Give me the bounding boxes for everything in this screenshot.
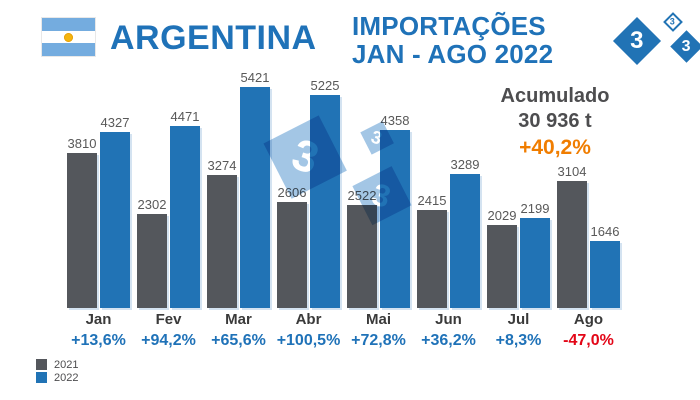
pct-change-Fev: +94,2% (141, 332, 196, 349)
bar-value-2022-Fev: 4471 (170, 109, 200, 124)
bar-2021-Mai (347, 205, 377, 308)
bar-value-2022-Mar: 5421 (240, 70, 270, 85)
bar-value-2021-Jul: 2029 (487, 208, 517, 223)
legend-item-2021: 2021 (36, 358, 78, 371)
bar-2022-Jun (450, 174, 480, 308)
report-title: IMPORTAÇÕES JAN - AGO 2022 (352, 12, 553, 68)
month-label-Ago: Ago (573, 311, 604, 328)
bar-2021-Ago (557, 181, 587, 308)
legend-label-2021: 2021 (54, 358, 79, 371)
bar-value-2021-Fev: 2302 (137, 197, 167, 212)
report-title-line2: JAN - AGO 2022 (352, 39, 554, 69)
pct-change-Ago: -47,0% (563, 332, 614, 349)
flag-stripe-bottom (42, 43, 95, 56)
accumulated-change: +40,2% (519, 136, 591, 159)
month-label-Mai: Mai (365, 311, 391, 328)
legend-swatch-2022 (36, 372, 47, 383)
accumulated-label: Acumulado (500, 85, 610, 107)
bar-value-2022-Jan: 4327 (100, 115, 130, 130)
bar-value-2022-Jun: 3289 (450, 157, 480, 172)
bar-value-2022-Jul: 2199 (520, 201, 550, 216)
pct-change-Jan: +13,6% (71, 332, 126, 349)
pct-change-Abr: +100,5% (276, 332, 341, 349)
bar-2022-Mai (380, 130, 410, 308)
flag-sun-icon (64, 32, 73, 42)
bar-2021-Jun (417, 210, 447, 308)
bar-2021-Mar (207, 175, 237, 308)
bar-value-2021-Jun: 2415 (417, 193, 447, 208)
bar-value-2021-Jan: 3810 (67, 136, 97, 151)
country-title: ARGENTINA (110, 19, 317, 57)
bar-value-2022-Abr: 5225 (310, 78, 340, 93)
bar-value-2021-Ago: 3104 (557, 164, 587, 179)
pct-change-Jul: +8,3% (495, 332, 542, 349)
bar-value-2022-Mai: 4358 (380, 113, 410, 128)
bar-value-2021-Mar: 3274 (207, 158, 237, 173)
legend-item-2022: 2022 (36, 371, 78, 384)
month-label-Jan: Jan (85, 311, 112, 328)
accumulated-total: 30 936 t (518, 110, 592, 132)
bar-2022-Fev (170, 126, 200, 308)
bar-2022-Jan (100, 132, 130, 308)
pct-change-Mai: +72,8% (351, 332, 406, 349)
month-label-Mar: Mar (225, 311, 252, 328)
bar-value-2022-Ago: 1646 (590, 224, 620, 239)
bar-2021-Abr (277, 202, 307, 308)
pct-change-Mar: +65,6% (211, 332, 266, 349)
month-label-Fev: Fev (155, 311, 182, 328)
accumulated-summary: Acumulado 30 936 t +40,2% (460, 84, 650, 161)
legend-label-2022: 2022 (54, 371, 79, 384)
bar-2022-Jul (520, 218, 550, 308)
legend-swatch-2021 (36, 359, 47, 370)
pct-change-Jun: +36,2% (421, 332, 476, 349)
chart-legend: 2021 2022 (36, 358, 78, 384)
bar-2022-Ago (590, 241, 620, 308)
bar-2021-Jan (67, 153, 97, 308)
month-label-Jul: Jul (507, 311, 530, 328)
flag-stripe-top (42, 18, 95, 31)
month-label-Jun: Jun (435, 311, 462, 328)
bar-2021-Jul (487, 225, 517, 308)
month-label-Abr: Abr (295, 311, 322, 328)
argentina-flag-icon (42, 18, 95, 56)
report-title-line1: IMPORTAÇÕES (352, 11, 546, 41)
bar-2021-Fev (137, 214, 167, 308)
